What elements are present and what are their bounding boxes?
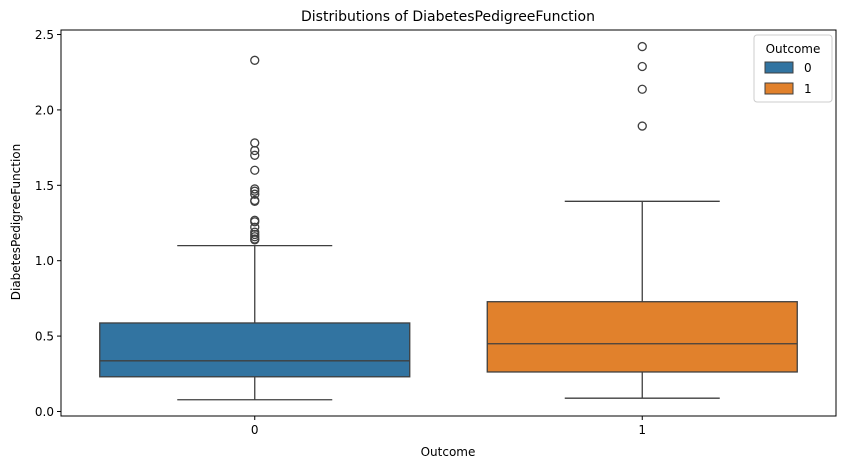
- outlier-point-1-2: [637, 84, 647, 94]
- outlier-point-0-3: [250, 150, 260, 160]
- outlier-point-0-4: [250, 165, 260, 175]
- box-1: [486, 301, 798, 373]
- outlier-point-0-7: [250, 189, 260, 199]
- legend-swatch-0: [764, 61, 794, 74]
- outlier-point-1-0: [637, 41, 647, 52]
- x-tick-label-0: 0: [251, 423, 259, 437]
- legend: Outcome 0 1: [753, 34, 833, 103]
- plot-area: 0.0 0.5 1.0 1.5 2.0 2.5 0 1: [35, 28, 837, 437]
- outlier-point-0-0: [250, 55, 260, 65]
- outlier-point-0-2: [250, 145, 260, 156]
- outlier-point-1-1: [637, 61, 647, 72]
- y-tick-label-4: 2.0: [35, 103, 54, 117]
- outlier-point-0-12: [250, 222, 260, 232]
- legend-label-1: 1: [804, 82, 812, 96]
- outlier-point-1-3: [637, 121, 647, 131]
- y-axis-label: DiabetesPedigreeFunction: [9, 144, 23, 301]
- chart-title: Distributions of DiabetesPedigreeFunctio…: [301, 9, 595, 25]
- legend-title: Outcome: [766, 42, 821, 56]
- x-tick-label-1: 1: [638, 423, 646, 437]
- outlier-point-0-11: [250, 217, 260, 227]
- outlier-point-0-17: [250, 235, 260, 245]
- y-tick-label-3: 1.5: [35, 179, 54, 193]
- y-tick-label-0: 0.0: [35, 405, 54, 419]
- outlier-point-0-1: [250, 138, 260, 148]
- outlier-point-0-9: [250, 196, 260, 206]
- x-axis-label: Outcome: [421, 445, 476, 459]
- legend-label-0: 0: [804, 61, 812, 75]
- y-tick-label-5: 2.5: [35, 28, 54, 42]
- y-tick-label-1: 0.5: [35, 330, 54, 344]
- plot-frame: [60, 29, 837, 417]
- box-0: [99, 322, 411, 378]
- legend-swatch-1: [764, 82, 794, 95]
- outlier-point-0-6: [250, 186, 260, 196]
- y-tick-label-2: 1.0: [35, 254, 54, 268]
